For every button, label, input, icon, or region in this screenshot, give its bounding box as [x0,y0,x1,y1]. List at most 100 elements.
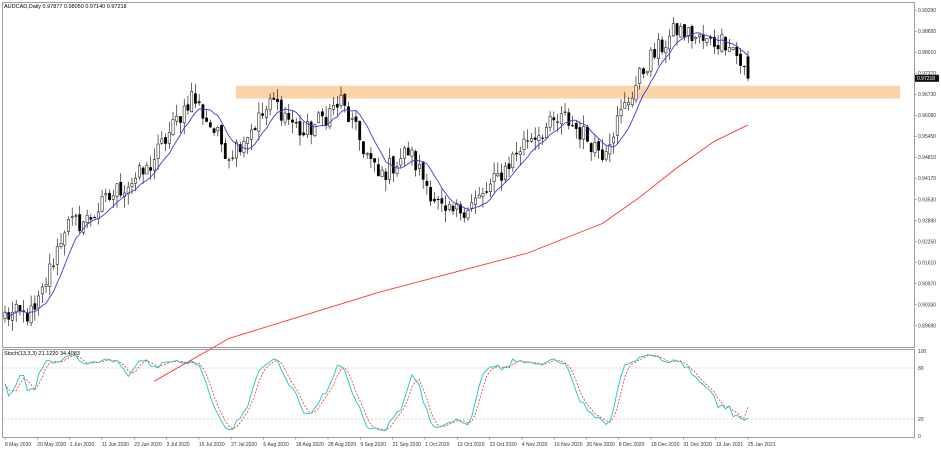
candle-body [425,181,429,186]
candle-body [276,98,279,103]
candle-body [444,205,447,211]
candle-body [257,112,261,132]
last-price-tag-bg [915,74,939,82]
candle-body [134,177,138,184]
candle-body [317,112,321,124]
candle-body [477,194,481,199]
candle-body [518,151,522,155]
candle-body [220,124,223,145]
candle-body [253,128,257,131]
time-tick-label: 16 Nov 2020 [554,442,583,448]
candle-body [559,113,563,125]
candle-body [37,295,41,309]
candle-body [679,26,683,38]
candle-body [455,203,459,210]
candle-body [201,104,205,119]
candle-body [481,193,485,197]
time-tick-label: 1 Oct 2020 [425,442,450,448]
candle-body [500,172,503,181]
candle-body [567,112,571,126]
candle-body [261,113,265,116]
stoch-signal-line [4,354,749,431]
price-tick-label: 0.94170 [918,176,936,182]
price-tick-label: 0.95450 [918,134,936,140]
candle-body [216,126,220,132]
candle-body [597,141,601,151]
candle-body [675,23,679,36]
candle-body [160,138,164,144]
candle-body [268,98,272,111]
candle-body [175,115,179,122]
time-tick-label: 23 Oct 2020 [490,442,517,448]
candle-body [399,158,403,166]
candle-body [362,141,365,155]
candle-body [623,102,627,109]
candle-body [627,102,630,106]
candle-body [246,137,250,144]
price-tick-label: 0.94810 [918,155,936,161]
time-tick-label: 6 Aug 2020 [263,442,289,448]
candle-body [332,105,335,110]
price-axis: 0.99290 0.98650 0.98010 0.97370 0.96730 0.960… [914,8,936,329]
candle-body [615,115,619,136]
stoch-tick-label: 100 [918,349,927,355]
time-tick-label: 8 May 2020 [5,442,31,448]
price-tick-label: 0.90970 [918,281,936,287]
candle-body [100,196,104,212]
candle-body [358,120,362,141]
candle-body [668,35,672,50]
candle-body [365,153,369,155]
candle-body [503,165,507,180]
candle-body [182,105,186,124]
time-tick-label: 28 Aug 2020 [328,442,356,448]
candle-body [313,124,317,136]
candle-body [586,126,589,142]
candle-body [571,125,574,127]
candle-body [264,109,268,118]
candle-body [462,212,466,218]
candle-body [287,112,291,120]
candle-body [302,132,306,136]
time-tick-label: 11 Jun 2020 [102,442,129,448]
time-tick-label: 25 Jan 2021 [748,442,776,448]
candle-body [589,143,593,153]
candle-body [403,147,406,159]
candle-body [645,70,649,74]
time-tick-label: 20 May 2020 [37,442,66,448]
stoch-tick-label: 20 [918,417,924,423]
time-tick-label: 31 Dec 2020 [683,442,712,448]
time-tick-label: 23 Jun 2020 [134,442,162,448]
candle-body [432,198,436,202]
price-tick-label: 0.98650 [918,29,936,35]
candle-body [395,166,399,174]
price-tick-label: 0.97370 [918,71,936,77]
candle-body [563,111,567,113]
candle-body [653,48,657,58]
candle-body [40,286,44,295]
stoch-title: Stoch(13,3,3) 21.1220 34.4083 [4,351,80,357]
time-tick-label: 4 Nov 2020 [522,442,548,448]
price-tick-label: 0.91610 [918,260,936,266]
candle-body [74,215,78,217]
candle-body [600,149,604,161]
candle-body [18,305,22,312]
candle-body [608,144,612,155]
candle-body [179,116,182,123]
candle-body [604,151,608,160]
candle-body [223,142,227,159]
stoch-tick-label: 0 [918,434,921,440]
stoch-tick-label: 80 [918,366,924,372]
candle-body [515,152,518,155]
candle-body [59,243,63,247]
price-tick-label: 0.90330 [918,302,936,308]
candle-body [380,169,384,177]
time-tick-label: 21 Sep 2020 [393,442,422,448]
time-tick-label: 15 Jul 2020 [199,442,225,448]
candle-body [388,158,391,180]
candle-body [138,165,141,178]
price-tick-label: 0.99290 [918,8,936,14]
candle-body [537,135,541,141]
candle-body [294,122,298,124]
